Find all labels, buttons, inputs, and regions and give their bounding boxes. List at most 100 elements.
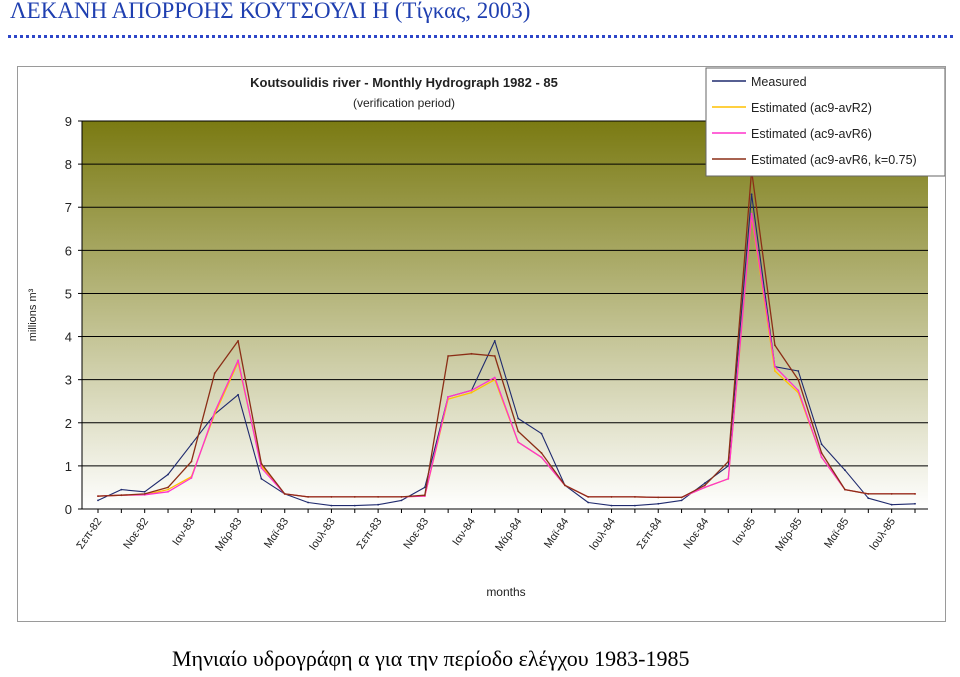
- data-point: [797, 378, 800, 381]
- x-tick-label: Σεπ-83: [355, 516, 385, 552]
- data-point: [727, 460, 730, 463]
- data-point: [400, 496, 403, 498]
- data-point: [143, 493, 146, 495]
- data-point: [307, 496, 309, 498]
- data-point: [167, 490, 169, 493]
- x-tick-label: Ιαν-85: [731, 516, 759, 548]
- data-point: [680, 499, 683, 502]
- data-point: [470, 391, 473, 394]
- x-tick-label: Μάρ-84: [493, 516, 524, 554]
- data-point: [167, 473, 169, 476]
- data-point: [820, 456, 823, 459]
- legend-box: [705, 67, 945, 177]
- data-point: [774, 370, 776, 372]
- data-point: [120, 488, 123, 491]
- x-tick-label: Ιουλ-84: [587, 516, 618, 553]
- y-axis-ticks: 0 1 2 3 4 5 6 7 8 9: [65, 114, 82, 517]
- x-tick-label: Σεπ-82: [74, 516, 104, 552]
- data-point: [260, 462, 263, 465]
- data-point: [143, 490, 146, 493]
- data-point: [97, 499, 99, 502]
- y-tick-label: 4: [65, 330, 72, 345]
- data-point: [400, 499, 403, 502]
- data-point: [307, 501, 309, 504]
- data-point: [493, 355, 496, 357]
- data-point: [377, 496, 379, 498]
- x-tick-label: Μαϊ-85: [822, 516, 851, 551]
- data-point: [634, 504, 636, 507]
- x-tick-label: Μάρ-83: [213, 516, 244, 554]
- data-point: [564, 484, 566, 487]
- data-point: [330, 504, 333, 507]
- chart-frame: 0 1 2 3 4 5 6 7 8 9 Σεπ-82 Νοε-82 Ιαν-83 Μάρ-83 Μαϊ-8…: [17, 66, 946, 622]
- data-point: [167, 488, 169, 491]
- y-tick-label: 9: [65, 114, 72, 129]
- data-point: [797, 370, 800, 372]
- data-point: [750, 193, 753, 196]
- data-point: [657, 502, 660, 505]
- x-tick-label: Ιαν-84: [450, 516, 478, 548]
- data-point: [634, 496, 636, 498]
- data-point: [704, 486, 706, 489]
- chart-subtitle: (verification period): [353, 96, 455, 110]
- data-point: [727, 477, 730, 480]
- y-tick-label: 8: [65, 157, 72, 172]
- data-point: [237, 359, 240, 362]
- page-heading: ΛΕΚΑΝΗ ΑΠΟΡΡΟΗΣ ΚΟΥΤΣΟΥΛΙ Η (Τίγκας, 200…: [10, 0, 531, 23]
- series-line-1: [97, 193, 916, 507]
- data-point: [540, 452, 543, 454]
- data-point: [470, 352, 473, 355]
- x-tick-label: Ιαν-83: [170, 516, 198, 548]
- heading-divider: [8, 35, 953, 38]
- x-axis-ticks: Σεπ-82 Νοε-82 Ιαν-83 Μάρ-83 Μαϊ-83 Ιουλ-83 Σεπ…: [74, 509, 916, 554]
- data-point: [517, 430, 520, 433]
- data-point: [540, 456, 543, 459]
- data-point: [447, 355, 449, 357]
- data-point: [377, 503, 379, 506]
- data-point: [517, 441, 520, 444]
- data-point: [423, 486, 426, 489]
- data-point: [774, 365, 776, 368]
- data-point: [353, 496, 356, 498]
- data-point: [867, 493, 870, 495]
- series-line-3: [97, 213, 915, 499]
- hydrograph-chart: 0 1 2 3 4 5 6 7 8 9 Σεπ-82 Νοε-82 Ιαν-83 Μάρ-83 Μαϊ-8…: [27, 67, 945, 599]
- data-point: [914, 493, 916, 495]
- x-tick-label: Μαϊ-84: [542, 516, 571, 551]
- data-point: [330, 496, 333, 498]
- x-tick-label: Σεπ-84: [635, 516, 665, 552]
- data-point: [493, 340, 496, 342]
- data-point: [704, 482, 706, 484]
- data-point: [680, 496, 683, 499]
- y-tick-label: 1: [65, 459, 72, 474]
- y-tick-label: 6: [65, 243, 72, 258]
- data-point: [844, 488, 846, 491]
- data-point: [890, 493, 893, 495]
- data-point: [190, 477, 193, 479]
- data-point: [213, 372, 216, 375]
- data-point: [470, 389, 473, 392]
- data-point: [447, 396, 449, 398]
- y-tick-label: 5: [65, 286, 72, 301]
- figure-caption: Μηνιαίο υδρογράφη α για την περίοδο ελέγ…: [172, 646, 690, 671]
- data-point: [704, 484, 706, 487]
- y-tick-label: 7: [65, 200, 72, 215]
- data-point: [610, 504, 613, 507]
- data-point: [587, 496, 590, 498]
- y-tick-label: 2: [65, 416, 72, 431]
- data-point: [820, 452, 823, 454]
- data-point: [587, 501, 590, 504]
- data-point: [657, 496, 660, 499]
- data-point: [167, 486, 169, 489]
- data-point: [844, 469, 846, 472]
- data-point: [890, 503, 893, 506]
- x-tick-label: Μαϊ-83: [262, 516, 291, 551]
- data-point: [423, 494, 426, 497]
- x-tick-label: Νοε-83: [401, 516, 431, 551]
- series-line-4: [97, 169, 915, 499]
- data-point: [517, 417, 520, 420]
- data-point: [914, 502, 916, 505]
- data-point: [353, 504, 356, 507]
- data-point: [283, 493, 286, 495]
- data-point: [610, 496, 613, 498]
